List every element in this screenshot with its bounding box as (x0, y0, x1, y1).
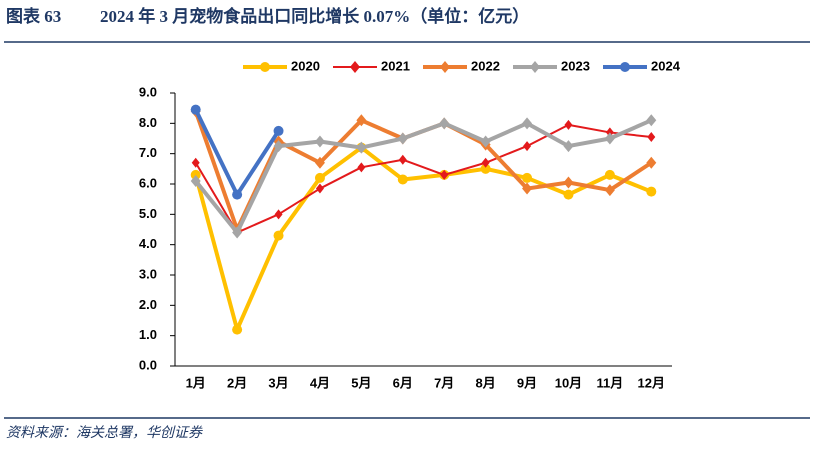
point (523, 141, 532, 152)
point (646, 186, 657, 197)
y-tick-label: 4.0 (139, 236, 157, 251)
x-tick-label: 7月 (434, 375, 454, 390)
point (647, 131, 656, 142)
point (397, 174, 408, 185)
x-tick-label: 12月 (638, 375, 665, 390)
y-tick-label: 1.0 (139, 327, 157, 342)
point (563, 176, 574, 189)
point (190, 169, 201, 180)
y-tick-label: 6.0 (139, 175, 157, 190)
legend-label: 2023 (561, 58, 590, 73)
point (440, 169, 449, 180)
x-tick-label: 1月 (186, 375, 206, 390)
point (522, 117, 533, 130)
legend-marker (260, 62, 270, 72)
series-line (194, 118, 653, 235)
series-line (194, 123, 652, 234)
point (315, 183, 324, 194)
point (646, 156, 657, 169)
point (522, 182, 533, 195)
point (397, 132, 408, 145)
legend-label: 2022 (471, 58, 500, 73)
point (398, 154, 407, 165)
point (604, 184, 615, 197)
chart-title: 2024 年 3 月宠物食品出口同比增长 0.07%（单位：亿元） (100, 6, 529, 26)
point (314, 135, 325, 148)
x-tick-label: 8月 (476, 375, 496, 390)
legend-label: 2024 (651, 58, 681, 73)
point (273, 140, 284, 153)
legend-label: 2020 (291, 58, 320, 73)
chart-label: 图表 63 (6, 6, 61, 26)
y-tick-label: 9.0 (139, 84, 157, 99)
point (357, 162, 366, 173)
y-tick-label: 8.0 (139, 115, 157, 130)
point (480, 135, 491, 148)
point (604, 132, 615, 145)
point (191, 157, 200, 168)
y-tick-label: 0.0 (139, 357, 157, 372)
x-tick-label: 6月 (393, 375, 413, 390)
point (604, 169, 615, 180)
point (274, 209, 283, 220)
point (563, 140, 574, 153)
point (232, 324, 243, 335)
point (232, 226, 243, 239)
point (563, 189, 574, 200)
point (190, 104, 201, 115)
legend-marker (350, 61, 360, 73)
source: 资料来源：海关总署，华创证券 (6, 425, 203, 441)
x-tick-label: 10月 (555, 375, 582, 390)
x-tick-label: 11月 (597, 375, 624, 390)
x-tick-label: 4月 (310, 375, 330, 390)
point (273, 125, 284, 136)
legend-marker (620, 62, 630, 72)
point (564, 119, 573, 130)
point (314, 156, 325, 169)
point (356, 114, 367, 127)
y-tick-label: 3.0 (139, 266, 157, 281)
x-tick-label: 5月 (351, 375, 371, 390)
point (356, 141, 367, 154)
x-tick-label: 9月 (517, 375, 537, 390)
point (439, 117, 450, 130)
point (190, 174, 201, 187)
y-tick-label: 2.0 (139, 297, 157, 312)
point (273, 230, 284, 241)
y-tick-label: 5.0 (139, 206, 157, 221)
x-tick-label: 3月 (268, 375, 288, 390)
point (232, 189, 243, 200)
point (480, 163, 491, 174)
y-tick-label: 7.0 (139, 145, 157, 160)
point (481, 157, 490, 168)
series-line (193, 145, 653, 332)
legend-label: 2021 (381, 58, 410, 73)
legend-marker (440, 61, 450, 73)
x-tick-label: 2月 (227, 375, 247, 390)
legend-marker (530, 61, 540, 73)
point (646, 114, 657, 127)
point (314, 172, 325, 183)
point (522, 172, 533, 183)
